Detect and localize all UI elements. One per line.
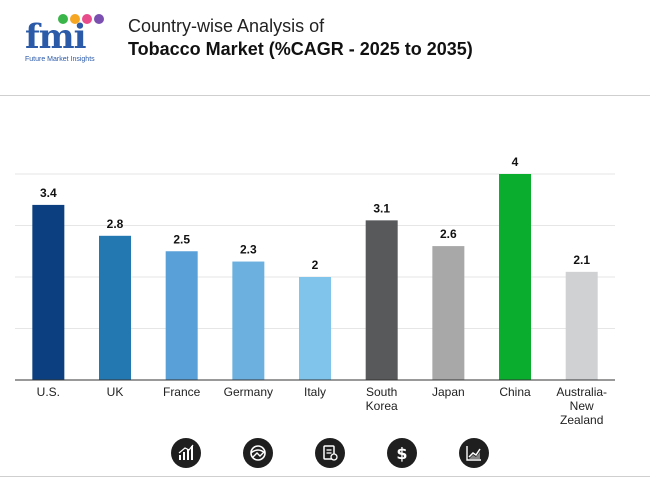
bars [32,174,598,380]
category-label-line: U.S. [37,385,60,399]
category-label-line: South [366,385,397,399]
category-label: Australia-New Zealand [556,385,607,427]
bar-china [499,174,532,380]
footer-icons: $ [0,436,650,472]
bar-u-s- [32,204,65,380]
category-label-line: Germany [224,385,273,399]
value-label: 2.6 [440,227,457,241]
category-label: UK [107,385,124,399]
fmi-logo: fmi Future Market Insights [25,12,110,63]
bar-france [165,251,198,380]
bar-australia-new-zealand [565,271,598,380]
logo-dots-icon [58,14,104,24]
category-label: Italy [304,385,326,399]
category-label-line: France [163,385,201,399]
document-icon[interactable] [315,438,345,468]
category-label-line: Australia- [556,385,607,399]
chart-title-line2: Tobacco Market (%CAGR - 2025 to 2035) [128,39,473,59]
category-label: Japan [432,385,465,399]
svg-text:$: $ [396,444,407,462]
bar-germany [232,261,265,380]
category-label-line: UK [107,385,124,399]
chart-title-line1: Country-wise Analysis of [128,16,325,36]
value-label: 2.8 [107,217,124,231]
category-label-line: Japan [432,385,465,399]
bar-italy [299,277,332,380]
logo-wordmark: fmi [25,17,87,57]
value-label: 2.3 [240,243,257,257]
value-label: 4 [512,155,519,169]
value-label: 3.4 [40,186,57,200]
value-label: 3.1 [373,201,390,215]
value-labels: 3.4 2.8 2.5 2.3 2 3.1 2.6 4 2.1 [40,155,590,272]
category-labels: U.S. UK France Germany Italy South Korea Japan C… [37,385,607,427]
dollar-icon[interactable]: $ [387,438,417,468]
logo-subtitle: Future Market Insights [25,56,95,63]
category-label-line: New [570,399,594,413]
category-label: Germany [224,385,273,399]
line-chart-icon[interactable] [459,438,489,468]
category-label: China [499,385,531,399]
bar-japan [432,246,465,380]
bar-uk [99,235,132,380]
value-label: 2.1 [573,253,590,267]
globe-icon[interactable] [243,438,273,468]
bar-chart-icon[interactable] [171,438,201,468]
category-label-line: China [499,385,531,399]
value-label: 2 [312,258,319,272]
header: fmi Future Market Insights Country-wise … [0,0,650,95]
bar-south-korea [365,220,398,380]
value-label: 2.5 [173,232,190,246]
category-label-line: Korea [366,399,398,413]
header-divider [0,95,650,96]
category-label-line: Italy [304,385,326,399]
category-label: U.S. [37,385,60,399]
bar-chart: 3.4 2.8 2.5 2.3 2 3.1 2.6 4 2.1 U.S. UK France Germ… [15,155,615,427]
category-label: South Korea [366,385,398,413]
category-label-line: Zealand [560,413,603,427]
footer-divider [0,476,650,477]
category-label: France [163,385,201,399]
